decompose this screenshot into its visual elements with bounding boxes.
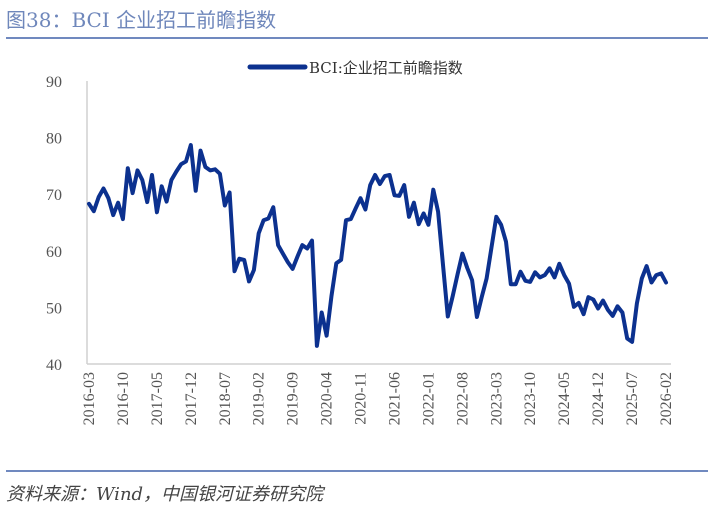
x-tick-label: 2018-07 (217, 372, 234, 425)
line-chart: BCI:企业招工前瞻指数 40 50 60 70 80 90 2016-03 2016-10… (46, 59, 675, 425)
title-divider (6, 37, 708, 39)
x-tick-label: 2021-06 (386, 372, 403, 425)
x-tick-label: 2016-03 (81, 372, 98, 425)
x-tick-label: 2023-03 (488, 372, 505, 425)
x-tick-label: 2019-02 (251, 372, 268, 425)
y-tick-label: 70 (46, 187, 62, 204)
x-tick-label: 2022-01 (420, 372, 437, 425)
x-tick-label: 2017-12 (183, 372, 200, 425)
series-line-bci (87, 143, 668, 348)
legend-label: BCI:企业招工前瞻指数 (309, 59, 463, 77)
x-tick-label: 2019-09 (285, 372, 302, 425)
source-note: 资料来源：Wind，中国银河证券研究院 (6, 484, 324, 505)
x-tick-label: 2020-04 (319, 372, 336, 425)
legend: BCI:企业招工前瞻指数 (247, 59, 463, 77)
footer-divider (6, 470, 708, 472)
x-tick-label: 2024-12 (590, 372, 607, 425)
x-tick-label: 2022-08 (454, 372, 471, 425)
y-tick-label: 90 (46, 74, 62, 91)
chart-title: 图38：BCI 企业招工前瞻指数 (6, 8, 277, 32)
x-tick-label: 2026-02 (658, 372, 675, 425)
y-tick-label: 80 (46, 131, 62, 148)
x-tick-label: 2016-10 (115, 372, 132, 425)
y-tick-label: 50 (46, 300, 62, 317)
x-tick-label: 2020-11 (353, 372, 370, 425)
x-tick-label: 2024-05 (556, 372, 573, 425)
x-tick-label: 2017-05 (149, 372, 166, 425)
x-tick-label: 2023-10 (522, 372, 539, 425)
x-tick-label: 2025-07 (624, 372, 641, 425)
y-tick-label: 60 (46, 244, 62, 261)
y-tick-label: 40 (46, 357, 62, 374)
